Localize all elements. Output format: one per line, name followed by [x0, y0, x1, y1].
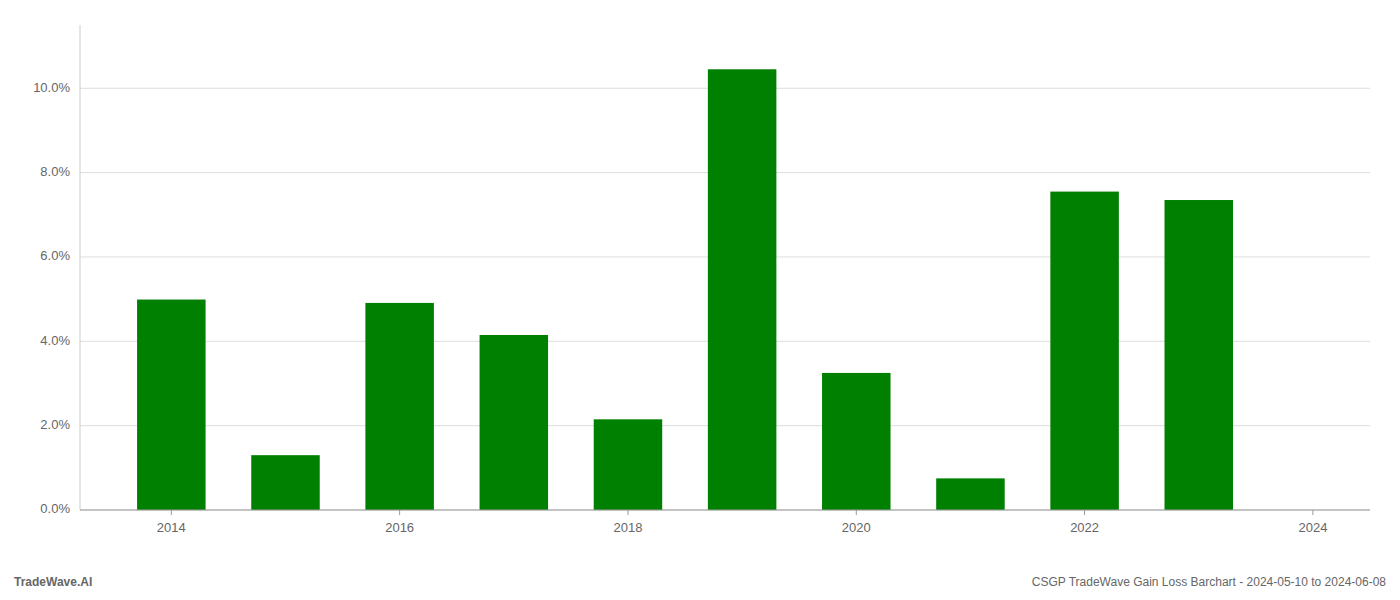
- x-tick-mark: [856, 510, 857, 515]
- y-tick-labels: 0.0% 2.0% 4.0% 6.0% 8.0% 10.0%: [33, 80, 70, 517]
- bar: [708, 69, 776, 510]
- x-tick-mark: [399, 510, 400, 515]
- watermark: TradeWave.AI: [14, 575, 92, 589]
- y-tick-label: 10.0%: [33, 80, 70, 95]
- x-tick-label: 2020: [842, 520, 871, 535]
- bar: [480, 335, 548, 510]
- bar: [822, 373, 890, 510]
- y-tick-label: 0.0%: [40, 501, 70, 516]
- bar: [594, 419, 662, 510]
- y-tick-label: 4.0%: [40, 333, 70, 348]
- x-tick-mark: [171, 510, 172, 515]
- bar: [251, 455, 319, 510]
- chart-svg: 0.0% 2.0% 4.0% 6.0% 8.0% 10.0% 2014 2016 2018 202…: [0, 0, 1400, 600]
- x-tick-label: 2018: [614, 520, 643, 535]
- bar: [1165, 200, 1233, 510]
- x-ticks: 2014 2016 2018 2020 2022 2024: [157, 510, 1328, 535]
- grid-line: [80, 510, 1370, 511]
- bar: [1050, 192, 1118, 510]
- x-tick-mark: [1312, 510, 1313, 515]
- bar: [137, 300, 205, 510]
- x-axis-line: [80, 510, 1370, 511]
- x-tick-label: 2016: [385, 520, 414, 535]
- y-tick-label: 8.0%: [40, 164, 70, 179]
- bar: [365, 303, 433, 510]
- x-tick-label: 2024: [1298, 520, 1327, 535]
- x-tick-mark: [627, 510, 628, 515]
- bars: [137, 69, 1233, 510]
- chart-container: 0.0% 2.0% 4.0% 6.0% 8.0% 10.0% 2014 2016 2018 202…: [0, 0, 1400, 600]
- y-tick-label: 6.0%: [40, 248, 70, 263]
- chart-title: CSGP TradeWave Gain Loss Barchart - 2024…: [1032, 575, 1387, 589]
- x-tick-label: 2014: [157, 520, 186, 535]
- x-tick-mark: [1084, 510, 1085, 515]
- bar: [936, 478, 1004, 510]
- y-tick-label: 2.0%: [40, 417, 70, 432]
- y-axis-line: [80, 25, 81, 510]
- x-tick-label: 2022: [1070, 520, 1099, 535]
